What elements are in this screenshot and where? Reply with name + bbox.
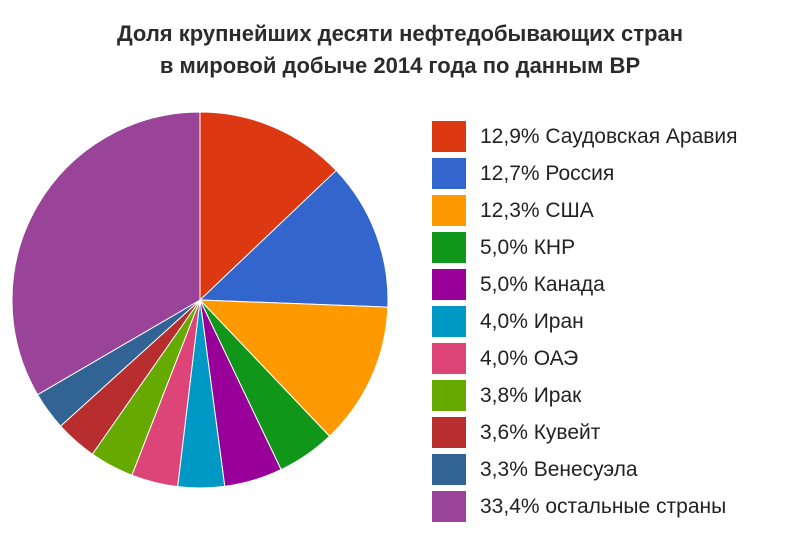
- legend-label: 33,4% остальные страны: [480, 495, 727, 518]
- legend-label: 3,3% Венесуэла: [480, 458, 638, 481]
- legend-swatch: [432, 343, 466, 374]
- pie-chart: [11, 111, 389, 489]
- legend-label: 3,8% Ирак: [480, 384, 582, 407]
- legend-label: 12,3% США: [480, 199, 594, 222]
- legend-swatch: [432, 454, 466, 485]
- legend-label: 5,0% КНР: [480, 236, 576, 259]
- legend-swatch: [432, 195, 466, 226]
- legend-swatch: [432, 158, 466, 189]
- legend-swatch: [432, 269, 466, 300]
- chart-title-line-2: в мировой добыче 2014 года по данным BP: [159, 53, 641, 78]
- legend-label: 3,6% Кувейт: [480, 421, 601, 444]
- chart-title-line-1: Доля крупнейших десяти нефтедобывающих с…: [116, 21, 684, 46]
- legend-label: 4,0% ОАЭ: [480, 347, 579, 370]
- legend-swatch: [432, 121, 466, 152]
- legend-label: 12,9% Саудовская Аравия: [480, 125, 738, 148]
- pie-slice-10: [11, 111, 201, 396]
- legend-swatch: [432, 417, 466, 448]
- legend-swatch: [432, 491, 466, 522]
- legend-swatch: [432, 380, 466, 411]
- pie-slice-0: [199, 111, 337, 302]
- pie-slice-2: [198, 299, 389, 437]
- legend-swatch: [432, 306, 466, 337]
- legend-label: 4,0% Иран: [480, 310, 584, 333]
- legend-label: 12,7% Россия: [480, 162, 615, 185]
- legend-label: 5,0% Канада: [480, 273, 605, 296]
- pie-slice-1: [198, 169, 389, 308]
- chart-title: Доля крупнейших десяти нефтедобывающих с…: [0, 18, 800, 82]
- legend-swatch: [432, 232, 466, 263]
